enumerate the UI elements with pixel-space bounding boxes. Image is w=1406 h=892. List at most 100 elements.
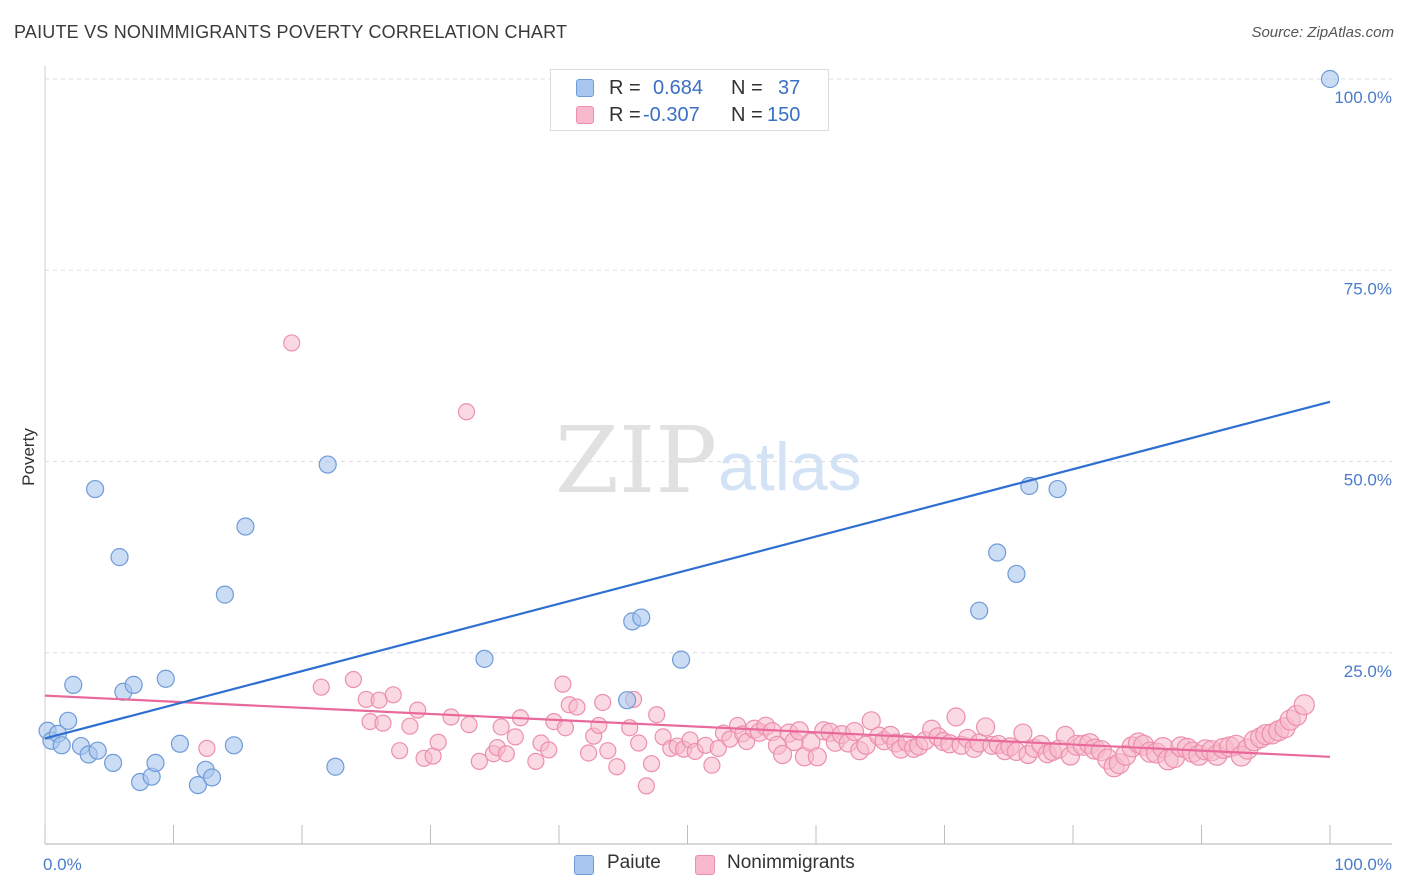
- paiute-point: [59, 711, 78, 730]
- nonimmigrants-point: [637, 777, 655, 795]
- trend-lines: [44, 400, 1331, 758]
- legend-swatch-paiute: [576, 79, 594, 97]
- legend-r-value: 0.684: [653, 77, 704, 99]
- nonimmigrants-point: [198, 739, 216, 757]
- legend-row-paiute: R = 0.684 N = 37: [551, 75, 828, 101]
- nonimmigrants-trend-line: [44, 694, 1331, 758]
- nonimmigrants-points: [198, 334, 1315, 795]
- axes: [44, 66, 1392, 845]
- nonimmigrants-point: [492, 718, 510, 736]
- nonimmigrants-point: [594, 693, 612, 712]
- grid-lines: [45, 78, 1392, 654]
- nonimmigrants-point: [506, 728, 524, 746]
- nonimmigrants-point: [460, 716, 478, 734]
- legend-row-nonimmigrants: R = -0.307 N = 150: [551, 102, 828, 128]
- paiute-point: [318, 455, 337, 474]
- nonimmigrants-point: [709, 739, 727, 757]
- nonimmigrants-point: [976, 717, 996, 737]
- nonimmigrants-point: [540, 741, 558, 759]
- nonimmigrants-point: [772, 744, 793, 765]
- nonimmigrants-point: [590, 716, 608, 735]
- nonimmigrants-point: [703, 756, 721, 774]
- legend-n-value: 150: [767, 104, 801, 126]
- y-axis-label: Poverty: [19, 428, 38, 486]
- paiute-point: [988, 543, 1007, 562]
- nonimmigrants-point: [579, 744, 598, 762]
- watermark-atlas: atlas: [718, 429, 862, 505]
- nonimmigrants-point: [648, 706, 666, 724]
- nonimmigrants-point: [497, 745, 515, 763]
- paiute-point: [104, 753, 123, 773]
- nonimmigrants-point: [429, 733, 447, 751]
- legend-r-value: -0.307: [643, 104, 700, 126]
- legend-r-label: R =: [609, 77, 641, 99]
- nonimmigrants-point: [630, 734, 648, 752]
- legend-swatch-nonimmigrants: [576, 106, 594, 124]
- x-tick-label-min: 0.0%: [43, 855, 82, 874]
- x-tick-label-max: 100.0%: [1334, 855, 1392, 874]
- y-tick-label: 50.0%: [1344, 471, 1392, 490]
- paiute-point: [215, 585, 234, 604]
- nonimmigrants-point: [384, 686, 402, 704]
- nonimmigrants-point: [527, 752, 545, 770]
- paiute-point: [1320, 69, 1340, 89]
- watermark: ZIP atlas: [555, 407, 862, 514]
- paiute-trend-line: [44, 400, 1331, 740]
- paiute-points: [38, 69, 1340, 795]
- nonimmigrants-point: [608, 758, 626, 776]
- paiute-point: [618, 691, 637, 710]
- nonimmigrants-point: [599, 742, 617, 760]
- bottom-legend-swatch-paiute: [574, 855, 594, 875]
- paiute-point: [970, 601, 989, 620]
- y-tick-label: 25.0%: [1344, 662, 1392, 681]
- paiute-point: [124, 675, 143, 694]
- nonimmigrants-point: [844, 721, 865, 742]
- nonimmigrants-point: [554, 675, 572, 693]
- nonimmigrants-point: [374, 714, 392, 732]
- legend-n-label: N =: [731, 77, 763, 99]
- paiute-point: [326, 757, 345, 776]
- bottom-legend-label-paiute: Paiute: [607, 852, 661, 873]
- paiute-point: [1048, 479, 1067, 499]
- paiute-point: [88, 741, 107, 760]
- paiute-point: [1007, 564, 1026, 584]
- legend: R = 0.684 N = 37 R = -0.307 N = 150: [550, 69, 829, 131]
- paiute-point: [202, 768, 222, 787]
- paiute-point: [632, 608, 651, 627]
- nonimmigrants-point: [861, 711, 881, 731]
- nonimmigrants-point: [283, 334, 301, 352]
- legend-n-label: N =: [731, 104, 763, 126]
- chart-source: Source: ZipAtlas.com: [1251, 24, 1394, 41]
- y-tick-label: 100.0%: [1334, 88, 1392, 107]
- nonimmigrants-point: [409, 701, 427, 719]
- nonimmigrants-point: [568, 698, 586, 716]
- nonimmigrants-point: [642, 755, 661, 773]
- nonimmigrants-point: [556, 719, 575, 737]
- nonimmigrants-point: [442, 708, 460, 726]
- paiute-point: [110, 548, 129, 567]
- bottom-legend-label-nonimmigrants: Nonimmigrants: [727, 852, 855, 873]
- watermark-zip: ZIP: [555, 407, 717, 514]
- legend-n-value: 37: [778, 77, 801, 99]
- nonimmigrants-point: [312, 678, 330, 696]
- paiute-point: [236, 517, 255, 536]
- nonimmigrants-point: [344, 670, 362, 689]
- nonimmigrants-point: [457, 403, 476, 421]
- paiute-point: [188, 775, 208, 795]
- nonimmigrants-point: [391, 742, 409, 760]
- nonimmigrants-point: [1013, 723, 1033, 743]
- paiute-point: [52, 736, 71, 755]
- paiute-point: [671, 650, 691, 669]
- nonimmigrants-point: [1293, 694, 1315, 716]
- paiute-point: [475, 649, 494, 668]
- y-tick-label: 75.0%: [1344, 279, 1392, 298]
- nonimmigrants-point: [470, 752, 488, 770]
- nonimmigrants-point: [946, 707, 966, 727]
- paiute-point: [156, 669, 175, 688]
- paiute-point: [146, 753, 165, 773]
- paiute-point: [224, 736, 243, 755]
- paiute-point: [64, 675, 83, 694]
- chart-title: PAIUTE VS NONIMMIGRANTS POVERTY CORRELAT…: [14, 22, 568, 42]
- paiute-point: [170, 734, 190, 753]
